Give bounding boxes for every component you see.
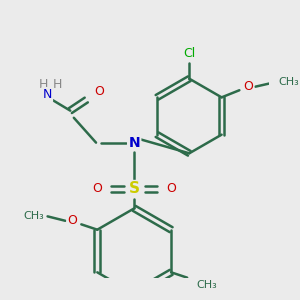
- Text: O: O: [94, 85, 104, 98]
- Text: Cl: Cl: [183, 47, 195, 60]
- Text: O: O: [243, 80, 253, 93]
- Text: CH₃: CH₃: [23, 212, 44, 221]
- Text: N: N: [43, 88, 52, 101]
- Text: H: H: [39, 77, 48, 91]
- Text: H: H: [53, 77, 62, 91]
- Text: CH₃: CH₃: [278, 77, 299, 87]
- Text: S: S: [129, 181, 140, 196]
- Text: O: O: [167, 182, 176, 195]
- Text: O: O: [68, 214, 77, 227]
- Text: N: N: [128, 136, 140, 150]
- Text: O: O: [92, 182, 102, 195]
- Text: CH₃: CH₃: [196, 280, 217, 290]
